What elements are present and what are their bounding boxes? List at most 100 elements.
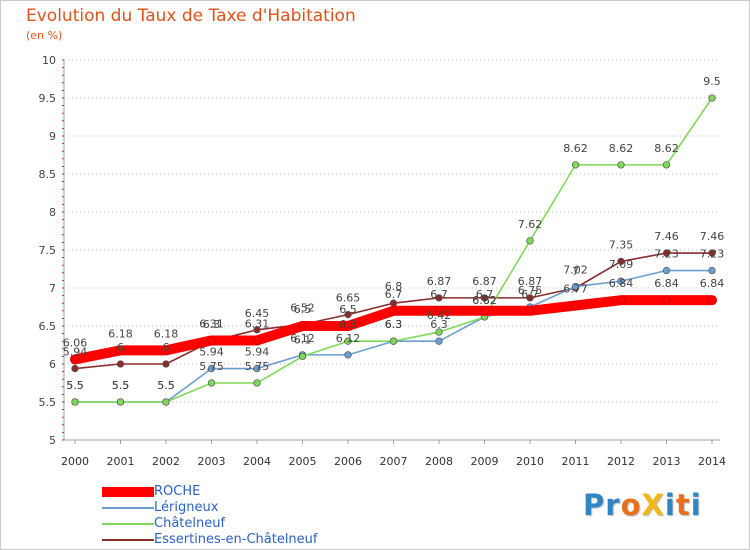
x-tick-label: 2005: [289, 455, 317, 468]
data-label: 5.5: [157, 379, 175, 392]
data-point: [344, 337, 352, 345]
data-label: 6.18: [108, 327, 133, 340]
data-point: [434, 306, 444, 316]
data-label: 6.62: [472, 294, 497, 307]
data-point: [343, 321, 353, 331]
x-tick-label: 2008: [425, 455, 453, 468]
data-label: 6.31: [199, 317, 224, 330]
logo-letter: i: [664, 488, 676, 522]
data-point: [707, 295, 717, 305]
data-point: [661, 295, 672, 305]
data-point: [344, 351, 352, 359]
data-point: [525, 306, 535, 316]
data-point: [71, 398, 79, 406]
x-tick-label: 2006: [334, 455, 362, 468]
data-point: [162, 360, 170, 368]
data-label: 5.94: [63, 346, 88, 359]
data-label: 5.75: [245, 360, 270, 373]
data-point: [253, 364, 261, 373]
data-label: 6.84: [700, 277, 725, 290]
data-label: 5.5: [112, 379, 130, 392]
data-point: [207, 364, 216, 373]
data-label: 7.62: [518, 218, 543, 231]
data-point: [571, 282, 580, 291]
y-tick-label: 6: [49, 358, 56, 371]
data-point: [344, 310, 352, 319]
legend-item: Essertines-en-Châtelneuf: [102, 532, 362, 548]
logo-letter: X: [641, 488, 665, 522]
data-label: 6: [117, 341, 124, 354]
data-point: [298, 352, 307, 361]
chart-subtitle: (en %): [26, 29, 63, 42]
data-point: [435, 337, 443, 345]
legend-label: Châtelneuf: [154, 516, 226, 531]
logo-letter: t: [675, 488, 691, 522]
y-tick-label: 5: [49, 434, 56, 447]
data-point: [161, 345, 171, 355]
data-point: [435, 328, 443, 336]
y-tick-label: 5.5: [39, 396, 57, 409]
data-point: [480, 294, 489, 302]
data-label: 6.7: [430, 288, 448, 301]
data-label: 7.46: [700, 230, 725, 243]
data-label: 7.35: [609, 238, 634, 251]
x-tick-label: 2013: [653, 455, 681, 468]
logo-letter: P: [583, 488, 606, 522]
data-label: 6.77: [563, 282, 588, 295]
x-tick-label: 2011: [562, 455, 590, 468]
data-label: 6.3: [430, 318, 448, 331]
data-point: [206, 335, 217, 345]
data-point: [115, 345, 126, 355]
data-point: [116, 360, 125, 368]
logo-letter: i: [690, 488, 702, 522]
data-point: [662, 161, 671, 169]
data-label: 6.62: [472, 294, 497, 307]
data-label: 6.8: [385, 280, 403, 293]
data-label: 6.31: [245, 317, 270, 330]
data-point: [116, 398, 125, 406]
data-label: 5.5: [66, 379, 84, 392]
x-tick-label: 2003: [198, 455, 226, 468]
legend: ROCHE Lérigneux Châtelneuf Essertines-en-Ch…: [102, 484, 362, 548]
data-point: [617, 277, 625, 285]
data-label: 7.09: [609, 258, 634, 271]
data-label: 7.23: [654, 248, 679, 261]
legend-label: Essertines-en-Châtelneuf: [154, 532, 318, 547]
y-tick-label: 8.5: [39, 168, 57, 181]
data-point: [253, 326, 261, 334]
data-label: 6.3: [203, 318, 221, 331]
data-point: [162, 398, 170, 406]
data-point: [435, 294, 443, 302]
legend-swatch: [102, 487, 154, 497]
data-label: 6.06: [63, 336, 88, 349]
data-point: [253, 379, 261, 387]
data-label: 6.75: [518, 284, 543, 297]
data-label: 6.45: [245, 307, 270, 320]
data-point: [479, 306, 490, 316]
x-tick-label: 2009: [471, 455, 499, 468]
legend-label: Lérigneux: [154, 500, 219, 515]
x-tick-label: 2010: [516, 455, 544, 468]
data-label: 5.94: [245, 346, 270, 359]
data-label: 5.94: [199, 346, 224, 359]
x-tick-label: 2002: [152, 455, 180, 468]
data-label: 9.5: [703, 75, 721, 88]
data-label: 7.02: [563, 263, 588, 276]
x-tick-label: 2000: [61, 455, 89, 468]
data-point: [389, 337, 398, 345]
y-tick-label: 6.5: [39, 320, 57, 333]
data-label: 8.62: [654, 142, 679, 155]
data-label: 6.42: [427, 309, 452, 322]
data-label: 5.5: [66, 379, 84, 392]
x-tick-label: 2001: [107, 455, 135, 468]
x-tick-label: 2007: [380, 455, 408, 468]
data-label: 6.5: [339, 303, 357, 316]
y-tick-label: 8: [49, 206, 56, 219]
logo-letter: r: [605, 488, 621, 522]
data-label: 5.5: [157, 379, 175, 392]
data-label: 6.12: [336, 332, 361, 345]
y-tick-label: 7.5: [39, 244, 57, 257]
y-tick-label: 9: [49, 130, 56, 143]
data-label: 5.75: [199, 360, 224, 373]
